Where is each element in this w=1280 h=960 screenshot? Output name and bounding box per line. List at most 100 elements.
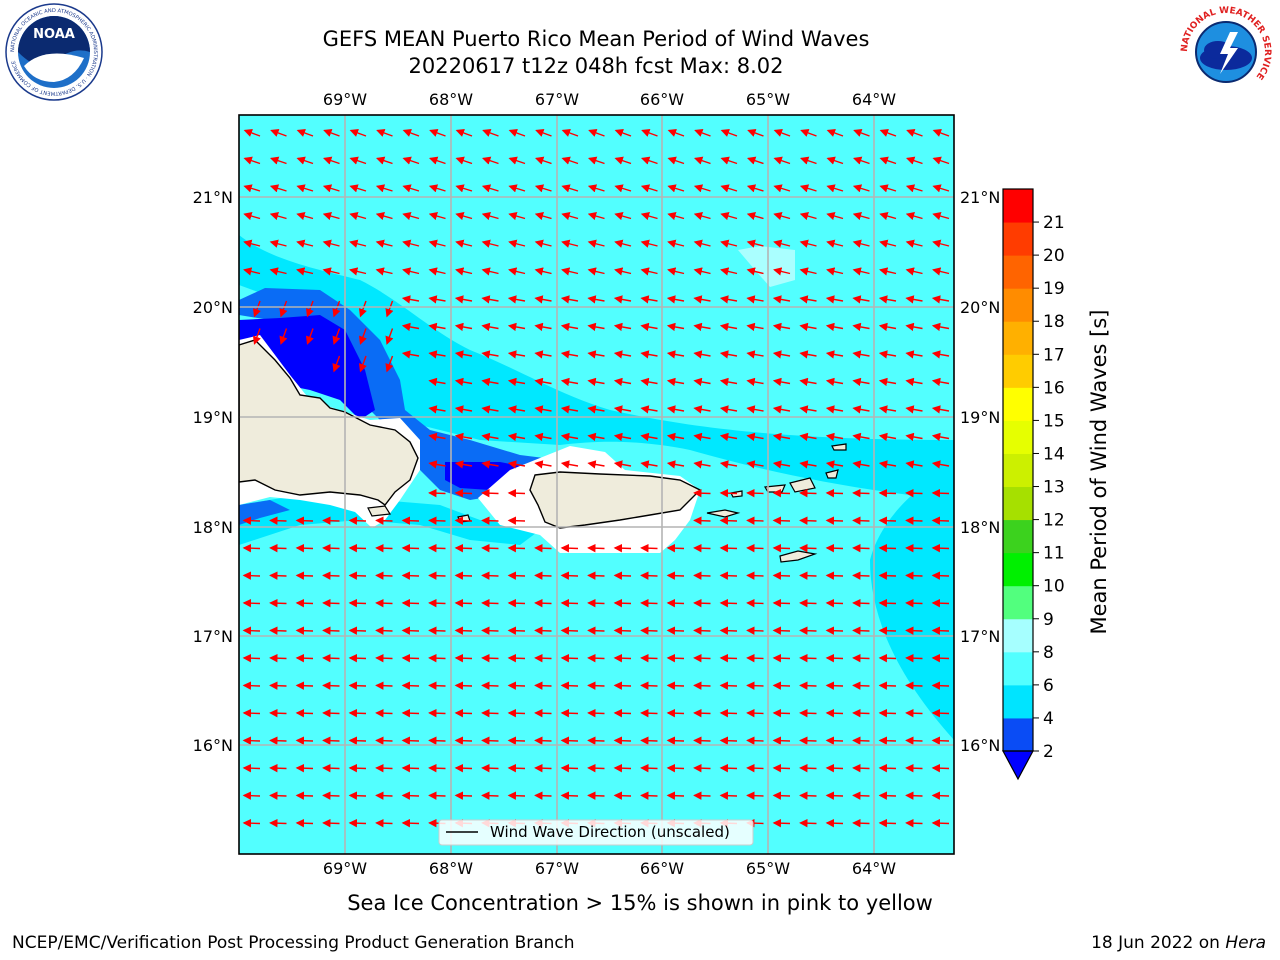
wind-wave-arrow [587,460,605,469]
wind-wave-arrow [507,736,526,745]
wind-wave-arrow [534,791,552,800]
wind-wave-arrow [295,736,314,745]
wind-wave-arrow [375,763,393,773]
wind-wave-arrow [666,571,685,580]
wind-wave-arrow [454,543,473,553]
wind-wave-arrow [358,328,367,345]
wind-wave-arrow [693,791,711,800]
wind-wave-arrow [932,211,950,221]
wind-wave-arrow [508,267,526,276]
wind-wave-arrow [852,488,870,498]
wind-wave-arrow [349,128,367,137]
wind-wave-arrow [428,571,446,580]
credit-date: 18 Jun 2022 on Hera [1091,933,1266,953]
wind-wave-arrow [852,653,870,663]
wind-wave-arrow [375,818,393,828]
wind-wave-arrow [534,211,552,221]
wind-wave-arrow [587,708,605,718]
wind-wave-arrow [932,156,950,165]
wind-wave-arrow [295,791,314,800]
contour-2-4s-sw [239,500,290,525]
wind-wave-arrow [719,543,738,553]
wind-wave-arrow [746,571,764,580]
wind-wave-arrow [588,156,605,165]
wind-wave-arrow [772,708,791,718]
wind-wave-arrow [242,626,261,635]
wind-wave-arrow [852,267,870,276]
wind-wave-arrow [719,653,738,663]
wind-wave-arrow [534,571,552,580]
wind-wave-arrow [640,432,658,442]
wind-wave-arrow [269,543,287,553]
wind-wave-arrow [719,681,738,690]
wind-wave-arrow [719,598,738,608]
wind-wave-arrow [348,516,367,525]
wind-wave-arrow [481,708,499,718]
wind-wave-arrow [878,516,897,525]
wind-wave-arrow [454,405,473,414]
wind-wave-arrow [296,239,314,248]
wind-wave-arrow [507,791,526,800]
wind-wave-arrow [534,626,552,635]
wind-wave-arrow [613,598,632,608]
wind-wave-arrow [375,791,393,800]
lat-label-left: 19°N [193,408,233,427]
wind-wave-arrow [825,763,844,773]
wind-wave-arrow [269,184,287,193]
wind-wave-arrow [905,571,923,580]
wind-wave-arrow [799,736,817,745]
wind-wave-arrow [720,267,738,276]
wind-wave-arrow [455,239,473,248]
land-puerto-rico [529,471,702,529]
wind-wave-arrow [428,432,446,442]
wind-wave-arrow [640,184,658,193]
wind-wave-arrow [825,322,844,332]
wind-wave-arrow [561,267,579,276]
wind-wave-arrow [385,300,394,318]
wind-wave-arrow [905,681,923,690]
wind-wave-arrow [401,571,420,580]
wind-wave-arrow [587,598,605,608]
colorbar-segment [1003,387,1033,421]
wind-wave-arrow [693,267,711,276]
wind-wave-arrow [454,708,473,718]
graticule [239,115,954,854]
wind-wave-arrow [508,128,526,137]
colorbar-segment [1003,453,1033,488]
wind-wave-arrow [878,626,897,635]
wind-wave-arrow [799,708,817,718]
wind-wave-arrow [746,681,764,690]
wind-wave-arrow [746,377,764,387]
wind-wave-arrow [825,653,844,663]
wind-wave-arrow [746,211,764,221]
wind-wave-arrow [561,128,579,137]
wind-wave-arrow [481,350,499,359]
wind-wave-arrow [295,516,314,525]
wind-wave-arrow [507,322,526,332]
wind-wave-arrow [560,708,579,718]
wind-wave-arrow [454,432,473,442]
wind-wave-arrow [931,598,950,608]
wind-wave-arrow [825,598,844,608]
lat-labels-right: 21°N 20°N 19°N 18°N 17°N 16°N [960,188,1000,755]
wind-wave-direction-arrows [242,128,950,828]
wind-wave-arrow [375,543,393,553]
wind-wave-arrow [322,736,340,745]
wind-wave-arrow [852,818,870,828]
wind-wave-arrow [481,543,499,553]
wind-wave-arrow [348,818,367,828]
wind-wave-arrow [375,598,393,608]
wind-wave-arrow [799,598,817,608]
wind-wave-arrow [295,763,314,773]
wind-wave-arrow [561,184,579,193]
wind-wave-arrow [772,626,791,635]
wind-wave-arrow [667,239,685,248]
wind-wave-arrow [560,791,579,800]
wind-wave-arrow [481,211,499,221]
wind-wave-arrow [508,156,526,165]
land-saona-island [367,505,392,517]
wind-wave-arrow [693,377,711,387]
colorbar-label: Mean Period of Wind Waves [s] [1087,310,1111,635]
wind-wave-arrow [401,708,420,718]
wind-wave-arrow [454,598,473,608]
